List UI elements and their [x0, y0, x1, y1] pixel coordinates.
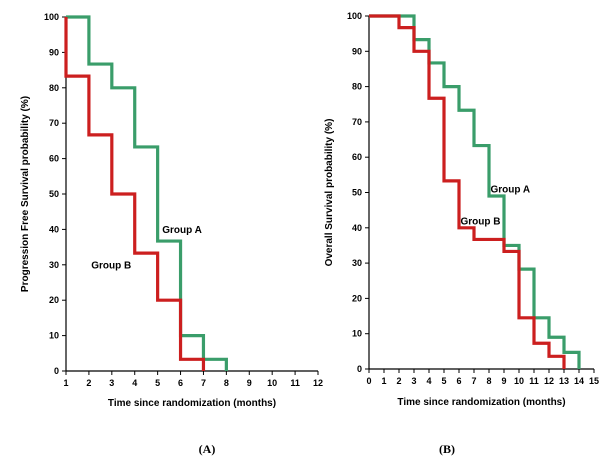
series-line-group-b — [369, 14, 566, 369]
y-tick-label: 10 — [49, 331, 59, 341]
x-tick-label: 4 — [426, 376, 431, 386]
series-line-group-a — [66, 15, 228, 371]
x-tick-label: 12 — [544, 376, 554, 386]
y-tick-label: 40 — [352, 223, 362, 233]
series-line-group-a — [369, 14, 581, 369]
x-tick-label: 12 — [313, 378, 323, 388]
x-tick-label: 8 — [486, 376, 491, 386]
y-tick-label: 30 — [352, 258, 362, 268]
x-tick-label: 6 — [456, 376, 461, 386]
x-tick-label: 1 — [381, 376, 386, 386]
x-tick-label: 3 — [411, 376, 416, 386]
x-tick-label: 15 — [589, 376, 599, 386]
x-tick-label: 11 — [290, 378, 300, 388]
x-tick-label: 5 — [441, 376, 446, 386]
y-tick-label: 40 — [49, 224, 59, 234]
y-axis-label: Progression Free Survival probability (%… — [20, 96, 31, 292]
y-tick-label: 50 — [352, 188, 362, 198]
y-tick-label: 100 — [347, 11, 362, 21]
y-axis-label: Overall Survival probability (%) — [324, 119, 335, 267]
x-tick-label: 10 — [267, 378, 277, 388]
y-tick-label: 0 — [54, 366, 59, 376]
y-tick-label: 60 — [49, 154, 59, 164]
x-tick-label: 7 — [471, 376, 476, 386]
x-tick-label: 2 — [396, 376, 401, 386]
x-tick-label: 3 — [109, 378, 114, 388]
x-tick-label: 0 — [366, 376, 371, 386]
y-tick-label: 20 — [352, 293, 362, 303]
y-tick-label: 90 — [49, 47, 59, 57]
group-a-label: Group A — [162, 225, 202, 236]
y-tick-label: 30 — [49, 260, 59, 270]
group-b-label: Group B — [461, 216, 501, 227]
panel-label: (A) — [199, 442, 216, 456]
x-tick-label: 11 — [529, 376, 539, 386]
y-tick-label: 70 — [49, 118, 59, 128]
x-tick-label: 6 — [178, 378, 183, 388]
y-tick-label: 60 — [352, 152, 362, 162]
x-tick-label: 10 — [514, 376, 524, 386]
x-axis-label: Time since randomization (months) — [397, 397, 565, 408]
x-tick-label: 8 — [224, 378, 229, 388]
series-line-group-b — [64, 17, 206, 371]
x-tick-label: 2 — [86, 378, 91, 388]
y-tick-label: 90 — [352, 46, 362, 56]
y-tick-label: 10 — [352, 329, 362, 339]
y-tick-label: 100 — [44, 12, 59, 22]
group-a-label: Group A — [491, 185, 531, 196]
x-tick-label: 1 — [63, 378, 68, 388]
group-b-label: Group B — [91, 260, 131, 271]
x-tick-label: 9 — [247, 378, 252, 388]
y-tick-label: 80 — [352, 82, 362, 92]
x-tick-label: 5 — [155, 378, 160, 388]
x-tick-label: 14 — [574, 376, 584, 386]
x-tick-label: 4 — [132, 378, 137, 388]
y-tick-label: 70 — [352, 117, 362, 127]
y-tick-label: 0 — [357, 364, 362, 374]
x-axis-label: Time since randomization (months) — [108, 398, 276, 409]
y-tick-label: 80 — [49, 83, 59, 93]
y-tick-label: 20 — [49, 295, 59, 305]
y-tick-label: 50 — [49, 189, 59, 199]
x-tick-label: 9 — [501, 376, 506, 386]
panel-label: (B) — [439, 442, 455, 456]
x-tick-label: 13 — [559, 376, 569, 386]
x-tick-label: 7 — [201, 378, 206, 388]
